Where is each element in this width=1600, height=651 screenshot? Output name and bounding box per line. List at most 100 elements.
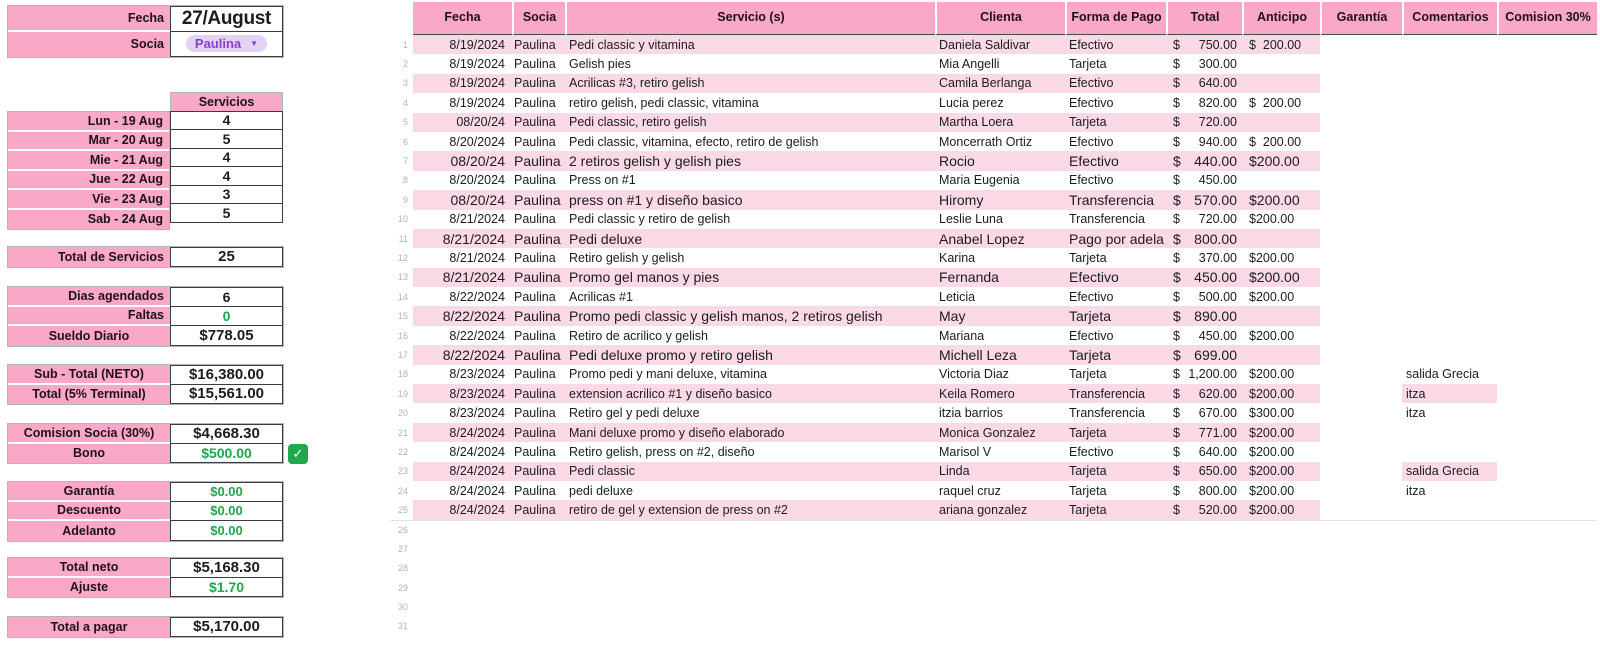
row-number[interactable]: 13	[397, 272, 408, 283]
row-number[interactable]: 27	[397, 543, 408, 554]
cell-comentario[interactable]	[1402, 287, 1497, 306]
cell-garantia[interactable]	[1320, 442, 1402, 461]
cell-garantia[interactable]	[1320, 287, 1402, 306]
header-clienta[interactable]: Clienta	[935, 2, 1065, 35]
cell-total[interactable]: $750.00	[1166, 35, 1242, 55]
cell-socia[interactable]: Paulina	[514, 95, 556, 110]
cell-garantia[interactable]	[1320, 365, 1402, 384]
cell-servicio[interactable]: Retiro gelish y gelish	[569, 250, 685, 265]
cell-clienta[interactable]: Keila Romero	[935, 384, 1065, 404]
cell-garantia[interactable]	[1320, 306, 1402, 325]
day-value[interactable]: 4	[170, 147, 283, 167]
cell-comentario[interactable]	[1402, 268, 1497, 287]
cell-servicio[interactable]: Press on #1	[569, 173, 636, 188]
cell-servicio[interactable]: Pedi deluxe promo y retiro gelish	[565, 345, 935, 365]
cell-clienta[interactable]: Rocio	[935, 151, 1065, 171]
cell-anticipo[interactable]	[1242, 73, 1320, 94]
cell-socia[interactable]: Paulina	[514, 444, 556, 459]
cell-total[interactable]: $500.00	[1173, 289, 1237, 304]
ajuste-value[interactable]: $1.70	[170, 576, 283, 597]
row-number[interactable]: 15	[397, 311, 408, 322]
cell-fecha[interactable]: 8/19/2024	[449, 57, 505, 72]
cell-anticipo[interactable]	[1242, 171, 1320, 190]
cell-servicio[interactable]: Pedi classic y retiro de gelish	[569, 212, 731, 227]
cell-forma-pago[interactable]: Efectivo	[1069, 134, 1114, 149]
cell-anticipo[interactable]: $200.00	[1242, 422, 1320, 443]
dias-agendados-value[interactable]: 6	[170, 287, 283, 307]
cell-socia[interactable]: Paulina	[514, 57, 556, 72]
cell-comentario[interactable]	[1402, 306, 1497, 325]
cell-total[interactable]: $300.00	[1173, 57, 1237, 72]
cell-servicio[interactable]: Retiro gelish, press on #2, diseño	[569, 444, 755, 459]
cell-forma-pago[interactable]: Tarjeta	[1069, 367, 1107, 382]
cell-comentario[interactable]	[1402, 210, 1497, 229]
cell-socia[interactable]: Paulina	[514, 289, 556, 304]
cell-socia[interactable]: Paulina	[514, 483, 556, 498]
total-terminal-value[interactable]: $15,561.00	[170, 383, 283, 404]
cell-comision[interactable]	[1497, 248, 1597, 267]
cell-fecha[interactable]: 8/19/2024	[449, 95, 505, 110]
cell-garantia[interactable]	[1320, 151, 1402, 170]
cell-comision[interactable]	[1497, 93, 1597, 112]
cell-comentario[interactable]	[1402, 151, 1497, 170]
cell-fecha[interactable]: 08/20/24	[413, 151, 512, 171]
row-number[interactable]: 14	[397, 291, 408, 302]
cell-comentario[interactable]	[1402, 326, 1497, 345]
cell-comentario[interactable]: salida Grecia	[1406, 367, 1479, 382]
cell-socia[interactable]: Paulina	[512, 306, 565, 326]
row-number[interactable]: 19	[397, 388, 408, 399]
cell-comentario[interactable]	[1402, 500, 1497, 519]
cell-comentario[interactable]: itza	[1406, 483, 1426, 498]
cell-fecha[interactable]: 8/24/2024	[413, 422, 512, 443]
cell-fecha[interactable]: 8/19/2024	[413, 35, 512, 55]
cell-servicio[interactable]: Promo gel manos y pies	[565, 267, 935, 288]
cell-total[interactable]: $771.00	[1166, 422, 1242, 443]
socia-dropdown[interactable]: Paulina ▼	[185, 35, 268, 53]
row-number[interactable]: 25	[397, 505, 408, 516]
cell-forma-pago[interactable]: Efectivo	[1065, 151, 1166, 171]
cell-comentario[interactable]	[1402, 93, 1497, 112]
faltas-value[interactable]: 0	[170, 305, 283, 326]
cell-garantia[interactable]	[1320, 481, 1402, 500]
cell-socia[interactable]: Paulina	[512, 228, 565, 249]
day-value[interactable]: 4	[170, 166, 283, 186]
cell-garantia[interactable]	[1320, 54, 1402, 73]
cell-anticipo[interactable]: $200.00	[1249, 289, 1295, 304]
cell-total[interactable]: $620.00	[1166, 384, 1242, 404]
cell-forma-pago[interactable]: Efectivo	[1065, 73, 1166, 94]
cell-forma-pago[interactable]: Efectivo	[1065, 267, 1166, 288]
header-forma-pago[interactable]: Forma de Pago	[1065, 2, 1166, 35]
cell-socia[interactable]: Paulina	[514, 134, 556, 149]
row-number[interactable]: 31	[397, 621, 408, 632]
cell-servicio[interactable]: Promo pedi y mani deluxe, vitamina	[569, 367, 768, 382]
cell-fecha[interactable]: 8/22/2024	[449, 289, 505, 304]
cell-anticipo[interactable]: $200.00	[1242, 384, 1320, 404]
header-comentarios[interactable]: Comentarios	[1402, 2, 1497, 35]
cell-comision[interactable]	[1497, 35, 1597, 54]
total-a-pagar-value[interactable]: $5,170.00	[170, 617, 283, 637]
cell-total[interactable]: $640.00	[1173, 444, 1237, 459]
cell-servicio[interactable]: Retiro de acrilico y gelish	[569, 328, 708, 343]
cell-total[interactable]: $940.00	[1173, 134, 1237, 149]
cell-servicio[interactable]: Retiro gel y pedi deluxe	[569, 406, 700, 421]
cell-anticipo[interactable]: $300.00	[1249, 406, 1295, 421]
cell-clienta[interactable]: raquel cruz	[939, 483, 1001, 498]
bono-value[interactable]: $500.00	[170, 442, 283, 463]
cell-fecha[interactable]: 8/24/2024	[449, 483, 505, 498]
cell-total[interactable]: $670.00	[1173, 406, 1237, 421]
cell-comentario[interactable]	[1402, 54, 1497, 73]
cell-total[interactable]: $520.00	[1166, 500, 1242, 520]
row-number[interactable]: 6	[402, 136, 408, 147]
cell-comision[interactable]	[1497, 384, 1597, 403]
cell-clienta[interactable]: Camila Berlanga	[935, 73, 1065, 94]
cell-anticipo[interactable]: $200.00	[1242, 500, 1320, 520]
cell-comision[interactable]	[1497, 500, 1597, 519]
cell-garantia[interactable]	[1320, 248, 1402, 267]
cell-forma-pago[interactable]: Transferencia	[1069, 212, 1145, 227]
cell-comentario[interactable]	[1402, 345, 1497, 364]
row-number[interactable]: 24	[397, 485, 408, 496]
cell-clienta[interactable]: Moncerrath Ortiz	[939, 134, 1033, 149]
cell-fecha[interactable]: 8/19/2024	[413, 73, 512, 94]
cell-comision[interactable]	[1497, 423, 1597, 442]
cell-fecha[interactable]: 08/20/24	[413, 190, 512, 210]
